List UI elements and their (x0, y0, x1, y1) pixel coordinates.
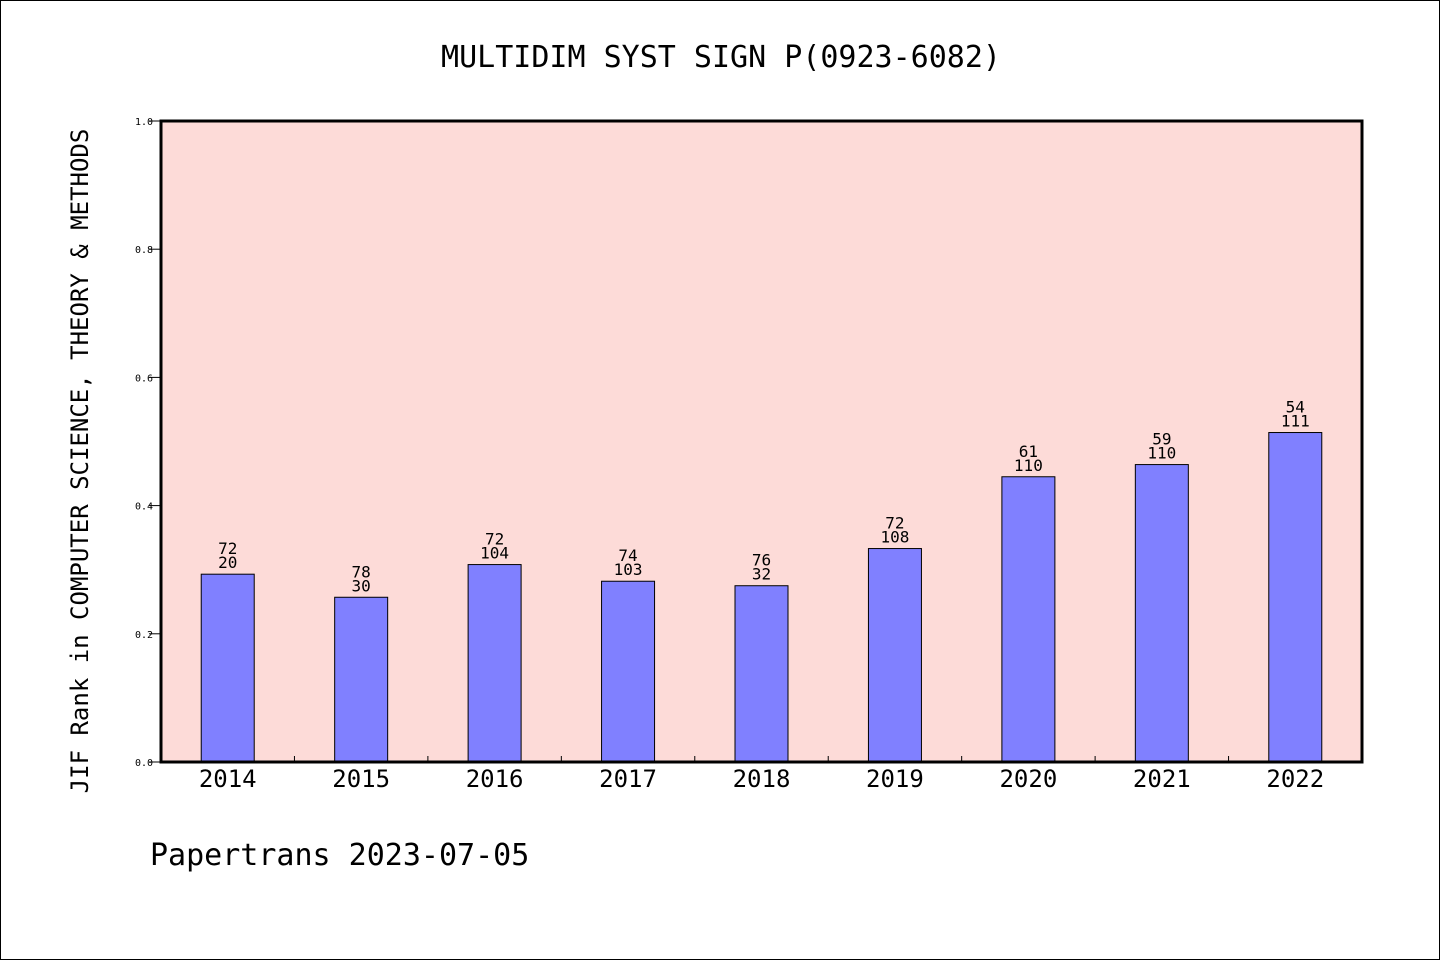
bar (734, 585, 789, 763)
x-tick-label: 2015 (332, 765, 390, 793)
x-tick-label: 2017 (599, 765, 657, 793)
y-tick-label: 0.2 (135, 630, 153, 641)
bar-label-top: 54 (1286, 398, 1305, 417)
bar-label-top: 72 (885, 514, 904, 533)
x-tick-label: 2022 (1266, 765, 1324, 793)
x-tick-label: 2019 (866, 765, 924, 793)
bar (334, 596, 389, 763)
chart-marks: 0.00.20.40.60.81.07220201478302015721042… (135, 117, 1364, 793)
footer-credit: Papertrans 2023-07-05 (150, 838, 529, 873)
y-tick-label: 0.6 (135, 373, 153, 384)
y-tick-label: 1.0 (135, 117, 153, 128)
x-tick-label: 2016 (466, 765, 524, 793)
y-tick-label: 0.8 (135, 245, 153, 256)
bar-label-bottom: 32 (752, 565, 771, 584)
bar-label-bottom: 104 (480, 544, 509, 563)
bar-label-bottom: 110 (1014, 456, 1043, 475)
bar-label-top: 72 (485, 530, 504, 549)
bar-label-bottom: 30 (352, 576, 371, 595)
bar-label-top: 78 (352, 562, 371, 581)
bar (1134, 464, 1189, 763)
bar (1001, 476, 1056, 763)
bar (200, 573, 255, 763)
x-tick-label: 2021 (1133, 765, 1191, 793)
bar-label-bottom: 108 (880, 528, 909, 547)
x-tick-label: 2018 (733, 765, 791, 793)
x-tick-label: 2014 (199, 765, 257, 793)
plot-border (159, 119, 1364, 764)
y-tick-label: 0.4 (135, 502, 153, 513)
chart-title: MULTIDIM SYST SIGN P(0923-6082) (441, 40, 1001, 75)
bar-label-top: 59 (1152, 430, 1171, 449)
bar-label-bottom: 20 (218, 553, 237, 572)
bar (601, 580, 656, 763)
x-tick-label: 2020 (999, 765, 1057, 793)
bar-label-top: 61 (1019, 442, 1038, 461)
bar-label-bottom: 110 (1147, 444, 1176, 463)
bar-label-top: 72 (218, 539, 237, 558)
bar (467, 564, 522, 763)
y-tick-label: 0.0 (135, 758, 153, 769)
bar-label-bottom: 111 (1281, 412, 1310, 431)
bar-label-bottom: 103 (614, 560, 643, 579)
bar (867, 548, 922, 763)
bar (1268, 432, 1323, 763)
y-axis-label: JIF Rank in COMPUTER SCIENCE, THEORY & M… (66, 129, 94, 794)
bar-label-top: 74 (618, 546, 637, 565)
bar-label-top: 76 (752, 551, 771, 570)
